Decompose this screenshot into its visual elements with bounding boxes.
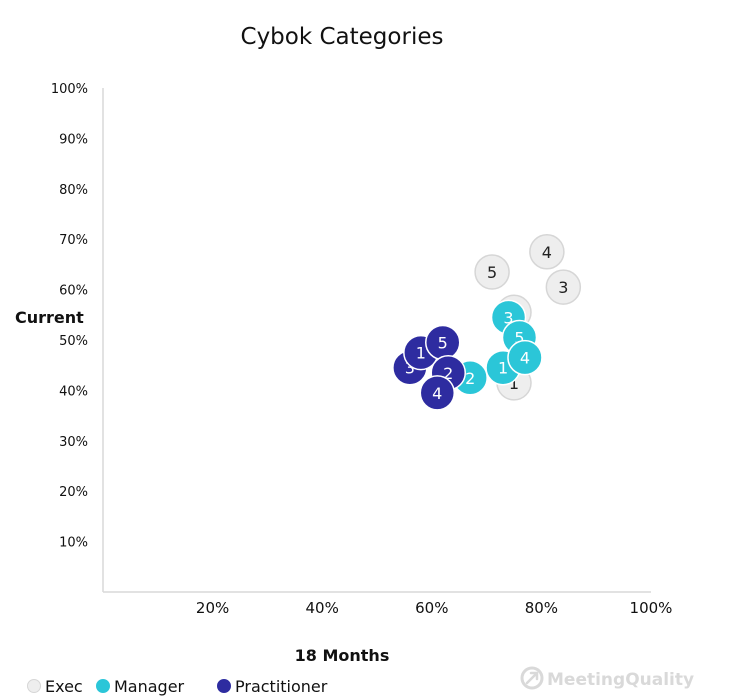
legend-item-manager: Manager (96, 677, 185, 696)
exec-point: 4 (529, 234, 565, 270)
exec-point-label: 3 (558, 278, 568, 297)
legend-label-practitioner: Practitioner (235, 677, 328, 696)
manager-point-label: 4 (520, 349, 530, 368)
practitioner-point: 4 (419, 375, 456, 411)
legend: Exec Manager Practitioner (27, 677, 328, 696)
exec-point-label: 4 (542, 243, 552, 262)
exec-marker (545, 269, 582, 305)
y-tick-label: 30% (59, 435, 88, 450)
practitioner-point-label: 1 (416, 344, 426, 363)
x-axis-ticks: 20% 40% 60% 80% 100% (196, 599, 673, 617)
y-tick-label: 20% (59, 485, 88, 500)
y-axis-ticks: 10% 20% 30% 40% 50% 60% 70% 80% 90% 100% (51, 82, 88, 551)
practitioner-point-label: 4 (432, 384, 442, 403)
x-tick-label: 80% (525, 599, 558, 617)
meetingquality-logo-icon (520, 666, 544, 690)
y-tick-label: 50% (59, 334, 88, 349)
y-tick-label: 100% (51, 82, 88, 97)
manager-point-label: 3 (503, 308, 513, 327)
y-tick-label: 90% (59, 132, 88, 147)
watermark-text: MeetingQuality (547, 670, 694, 690)
legend-item-exec: Exec (27, 677, 83, 696)
x-tick-label: 60% (415, 599, 448, 617)
manager-point-label: 2 (465, 369, 475, 388)
x-tick-label: 100% (630, 599, 673, 617)
axes (102, 88, 651, 593)
legend-marker-manager (96, 679, 110, 693)
exec-point: 5 (474, 254, 510, 290)
manager-point-label: 1 (498, 359, 508, 378)
y-tick-label: 60% (59, 284, 88, 299)
exec-marker (529, 234, 565, 270)
legend-marker-practitioner (217, 679, 231, 693)
manager-point-label: 5 (514, 328, 524, 347)
x-tick-label: 40% (306, 599, 339, 617)
watermark: MeetingQuality (520, 666, 694, 690)
legend-item-practitioner: Practitioner (217, 677, 328, 696)
exec-marker (474, 254, 510, 290)
exec-point-label: 5 (487, 263, 497, 282)
y-tick-label: 80% (59, 183, 88, 198)
practitioner-point-label: 3 (405, 359, 415, 378)
legend-label-manager: Manager (114, 677, 185, 696)
x-tick-label: 20% (196, 599, 229, 617)
y-tick-label: 10% (59, 536, 88, 551)
y-tick-label: 70% (59, 233, 88, 248)
y-axis-label: Current (15, 308, 84, 327)
practitioner-marker (419, 375, 456, 411)
practitioner-point-label: 5 (438, 334, 448, 353)
exec-point-label: 1 (509, 374, 519, 393)
chart-title: Cybok Categories (241, 24, 444, 50)
legend-label-exec: Exec (45, 677, 83, 696)
manager-point: 4 (507, 339, 543, 376)
y-tick-label: 40% (59, 384, 88, 399)
manager-marker (507, 339, 543, 376)
x-axis-label: 18 Months (295, 646, 390, 665)
data-points: 543213154231524 (392, 234, 582, 411)
exec-point: 3 (545, 269, 582, 305)
legend-marker-exec (27, 679, 41, 693)
practitioner-point-label: 2 (443, 364, 453, 383)
practitioner-point: 5 (425, 324, 461, 361)
